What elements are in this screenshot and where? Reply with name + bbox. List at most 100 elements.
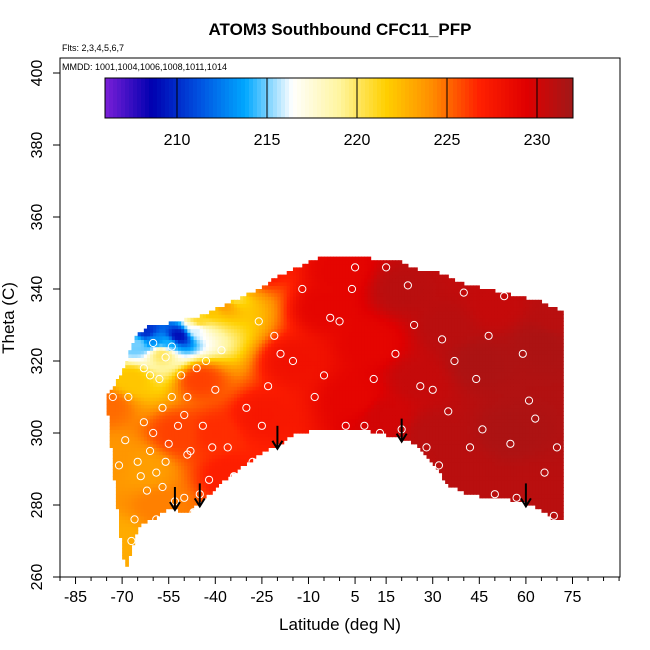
field-cell [401,415,406,420]
field-cell [119,436,123,441]
field-cell [401,314,406,319]
field-cell [395,361,400,366]
field-cell [156,433,160,438]
field-cell [283,361,288,366]
field-cell [184,397,188,402]
field-cell [314,346,319,351]
field-cell [330,325,334,330]
field-cell [423,278,428,283]
field-cell [146,479,151,484]
field-cell [351,343,356,348]
field-cell [317,375,322,380]
field-cell [146,411,151,416]
field-cell [243,382,247,387]
field-cell [398,393,403,398]
field-cell [119,404,123,409]
field-cell [426,436,431,441]
field-cell [184,325,188,330]
field-cell [324,364,328,369]
field-cell [215,461,220,466]
field-cell [218,479,223,484]
field-cell [224,346,229,351]
field-cell [240,303,244,308]
field-cell [252,314,257,319]
field-cell [317,393,322,398]
field-cell [240,299,244,304]
field-cell [252,317,257,322]
field-cell [261,321,266,326]
field-cell [187,454,192,459]
field-cell [156,451,160,456]
field-cell [407,411,412,416]
field-cell [174,501,179,506]
field-cell [150,440,154,445]
field-cell [389,328,393,333]
field-cell [196,436,201,441]
field-cell [224,364,229,369]
field-cell [417,314,421,319]
field-cell [187,404,192,409]
field-cell [302,325,306,330]
field-cell [364,296,369,301]
field-cell [410,267,415,272]
field-cell [205,375,210,380]
field-cell [376,339,381,344]
field-cell [196,451,201,456]
field-cell [143,433,148,438]
field-cell [268,368,272,373]
field-cell [240,317,244,322]
field-cell [296,325,300,330]
field-cell [407,422,412,427]
field-cell [178,425,182,430]
field-cell [280,343,285,348]
field-cell [218,307,223,312]
field-cell [292,325,297,330]
field-cell [109,440,114,445]
field-cell [240,364,244,369]
field-cell [230,454,235,459]
field-cell [398,303,403,308]
field-cell [122,512,126,517]
field-cell [289,332,294,337]
field-cell [205,451,210,456]
field-cell [246,389,251,394]
field-cell [128,411,133,416]
field-cell [119,469,123,474]
field-cell [119,519,123,524]
field-cell [237,310,241,315]
field-cell [140,357,145,362]
field-cell [146,425,151,430]
field-cell [324,328,328,333]
field-cell [131,530,136,535]
field-cell [199,314,204,319]
field-cell [299,314,303,319]
field-cell [401,407,406,412]
field-cell [302,361,306,366]
field-cell [221,465,226,470]
field-cell [261,364,266,369]
field-cell [143,469,148,474]
field-cell [221,469,226,474]
field-cell [146,508,151,513]
field-cell [296,397,300,402]
field-cell [168,422,173,427]
field-cell [370,350,375,355]
field-cell [246,317,251,322]
field-cell [137,425,142,430]
field-cell [171,389,176,394]
field-cell [283,307,288,312]
field-cell [184,368,188,373]
field-cell [237,440,241,445]
field-cell [265,364,269,369]
field-cell [112,447,117,452]
field-cell [348,382,353,387]
field-cell [395,343,400,348]
field-cell [407,281,412,286]
field-cell [156,364,160,369]
field-cell [134,451,139,456]
field-cell [224,404,229,409]
field-cell [193,472,198,477]
field-cell [417,393,421,398]
field-cell [237,400,241,405]
field-cell [376,346,381,351]
